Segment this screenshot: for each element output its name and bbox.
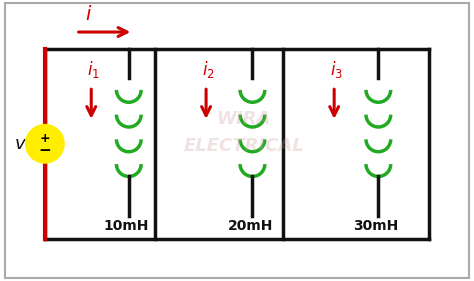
Text: WIRA: WIRA bbox=[217, 110, 271, 128]
Text: $i_3$: $i_3$ bbox=[330, 59, 343, 80]
Text: $v$: $v$ bbox=[14, 135, 27, 153]
Circle shape bbox=[27, 125, 64, 162]
Text: +: + bbox=[39, 132, 50, 145]
Text: $i$: $i$ bbox=[85, 5, 93, 24]
Text: 10mH: 10mH bbox=[104, 219, 149, 234]
Text: −: − bbox=[38, 143, 51, 158]
Text: 20mH: 20mH bbox=[228, 219, 273, 234]
Text: $i_1$: $i_1$ bbox=[87, 59, 100, 80]
Text: 30mH: 30mH bbox=[354, 219, 399, 234]
Text: $i_2$: $i_2$ bbox=[202, 59, 215, 80]
Text: ELECTRICAL: ELECTRICAL bbox=[183, 137, 304, 155]
